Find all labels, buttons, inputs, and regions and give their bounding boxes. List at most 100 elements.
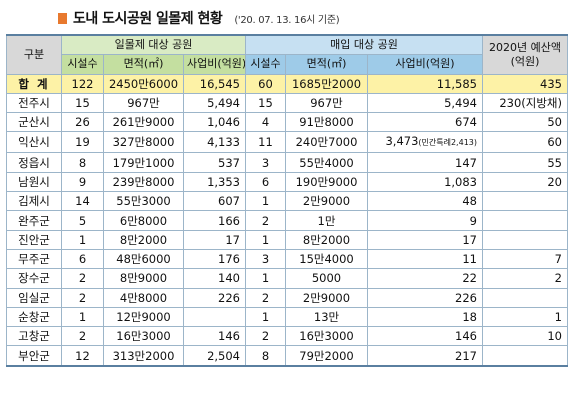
cell-region: 남원시: [6, 171, 62, 193]
table-row: 임실군 2 4만8000 226 2 2만9000 226: [6, 287, 568, 308]
cell-p-area: 1만: [285, 210, 368, 231]
cell-p-area: 967만: [285, 92, 368, 114]
table-row: 전주시 15 967만 5,494 15 967만 5,494 230(지방채): [6, 92, 568, 114]
cell-s-cost: 140: [183, 268, 246, 289]
header-purchase-cost: 사업비(억원): [367, 54, 483, 75]
cell-region: 김제시: [6, 191, 62, 212]
cell-budget: 50: [482, 112, 568, 133]
total-row: 합 계 122 2450만6000 16,545 60 1685만2000 11,585 43…: [6, 73, 568, 94]
cell-s-area: 2450만6000: [103, 73, 184, 94]
cell-p-count: 1: [245, 191, 286, 212]
cell-p-count: 2: [245, 326, 286, 347]
cell-s-count: 2: [61, 326, 104, 347]
cell-p-area: 8만2000: [285, 229, 368, 250]
cell-s-area: 4만8000: [103, 287, 184, 308]
cell-p-cost: 1,083: [367, 171, 483, 193]
cell-budget: 230(지방채): [482, 92, 568, 114]
cell-s-cost: [183, 306, 246, 328]
table-row: 고창군 2 16만3000 146 2 16만3000 146 10: [6, 326, 568, 347]
page-subtitle: ('20. 07. 13. 16시 기준): [234, 14, 340, 26]
header-sunset-area: 면적(㎡): [103, 54, 184, 75]
cell-p-count: 3: [245, 152, 286, 173]
cell-p-count: 8: [245, 345, 286, 367]
table-row: 부안군 12 313만2000 2,504 8 79만2000 217: [6, 345, 568, 367]
cell-p-count: 11: [245, 131, 286, 154]
square-bullet-icon: [58, 12, 67, 24]
cell-budget: 7: [482, 248, 568, 270]
cell-region: 전주시: [6, 92, 62, 114]
cell-p-cost: 11: [367, 248, 483, 270]
cell-s-area: 327만8000: [103, 131, 184, 154]
cell-s-cost: 1,046: [183, 112, 246, 133]
table-row: 김제시 14 55만3000 607 1 2만9000 48: [6, 191, 568, 212]
cell-budget: 10: [482, 326, 568, 347]
cell-region: 진안군: [6, 229, 62, 250]
cell-p-cost: 674: [367, 112, 483, 133]
cell-region: 임실군: [6, 287, 62, 308]
cell-s-cost: 16,545: [183, 73, 246, 94]
cell-s-count: 14: [61, 191, 104, 212]
title-bar: 도내 도시공원 일몰제 현황 ('20. 07. 13. 16시 기준): [58, 8, 340, 28]
cell-region: 무주군: [6, 248, 62, 270]
cell-p-cost: 48: [367, 191, 483, 212]
cell-budget: [482, 287, 568, 308]
header-purchase-group: 매입 대상 공원: [245, 34, 483, 56]
page-title: 도내 도시공원 일몰제 현황: [73, 11, 223, 27]
cell-region: 장수군: [6, 268, 62, 289]
cell-p-area: 91만8000: [285, 112, 368, 133]
cell-p-cost: 18: [367, 306, 483, 328]
cell-s-cost: 176: [183, 248, 246, 270]
sunset-park-table: 구분 일몰제 대상 공원 매입 대상 공원 2020년 예산액(억원) 시설수 …: [6, 33, 568, 367]
cell-s-cost: 4,133: [183, 131, 246, 154]
cell-p-cost: 3,473(민간특례2,413): [367, 131, 483, 154]
header-region: 구분: [6, 33, 62, 75]
cell-s-cost: 226: [183, 287, 246, 308]
table-row: 정읍시 8 179만1000 537 3 55만4000 147 55: [6, 152, 568, 173]
cell-s-cost: 537: [183, 152, 246, 173]
cell-s-count: 1: [61, 229, 104, 250]
cell-s-area: 8만2000: [103, 229, 184, 250]
cell-s-count: 19: [61, 131, 104, 154]
cell-budget: [482, 345, 568, 367]
cell-p-count: 2: [245, 210, 286, 231]
cell-budget: 55: [482, 152, 568, 173]
cell-s-cost: 607: [183, 191, 246, 212]
cell-budget: 2: [482, 268, 568, 289]
cell-s-area: 967만: [103, 92, 184, 114]
cell-s-cost: 1,353: [183, 171, 246, 193]
cell-p-area: 16만3000: [285, 326, 368, 347]
cell-s-cost: 17: [183, 229, 246, 250]
table-row: 진안군 1 8만2000 17 1 8만2000 17: [6, 229, 568, 250]
header-sunset-facilities: 시설수: [61, 54, 104, 75]
cell-p-count: 15: [245, 92, 286, 114]
cell-p-cost: 226: [367, 287, 483, 308]
header-purchase-facilities: 시설수: [245, 54, 286, 75]
header-purchase-area: 면적(㎡): [285, 54, 368, 75]
table-row: 익산시 19 327만8000 4,133 11 240만7000 3,473(민간특례2,…: [6, 131, 568, 154]
cell-p-count: 2: [245, 287, 286, 308]
cell-region: 고창군: [6, 326, 62, 347]
cell-s-area: 313만2000: [103, 345, 184, 367]
cell-p-cost: 146: [367, 326, 483, 347]
table-row: 완주군 5 6만8000 166 2 1만 9: [6, 210, 568, 231]
cell-p-area: 190만9000: [285, 171, 368, 193]
table-row: 장수군 2 8만9000 140 1 5000 22 2: [6, 268, 568, 289]
cell-region: 완주군: [6, 210, 62, 231]
cell-p-area: 79만2000: [285, 345, 368, 367]
cell-p-count: 3: [245, 248, 286, 270]
cell-budget: 20: [482, 171, 568, 193]
cell-p-area: 2만9000: [285, 191, 368, 212]
cell-region: 익산시: [6, 131, 62, 154]
cell-p-cost: 9: [367, 210, 483, 231]
cell-p-area: 240만7000: [285, 131, 368, 154]
cell-p-count: 1: [245, 306, 286, 328]
cell-s-cost: 146: [183, 326, 246, 347]
cell-s-cost: 5,494: [183, 92, 246, 114]
cell-p-count: 60: [245, 73, 286, 94]
cell-s-count: 5: [61, 210, 104, 231]
cell-region: 군산시: [6, 112, 62, 133]
cell-s-count: 12: [61, 345, 104, 367]
cell-s-cost: 166: [183, 210, 246, 231]
cell-p-count: 6: [245, 171, 286, 193]
cell-p-cost: 17: [367, 229, 483, 250]
